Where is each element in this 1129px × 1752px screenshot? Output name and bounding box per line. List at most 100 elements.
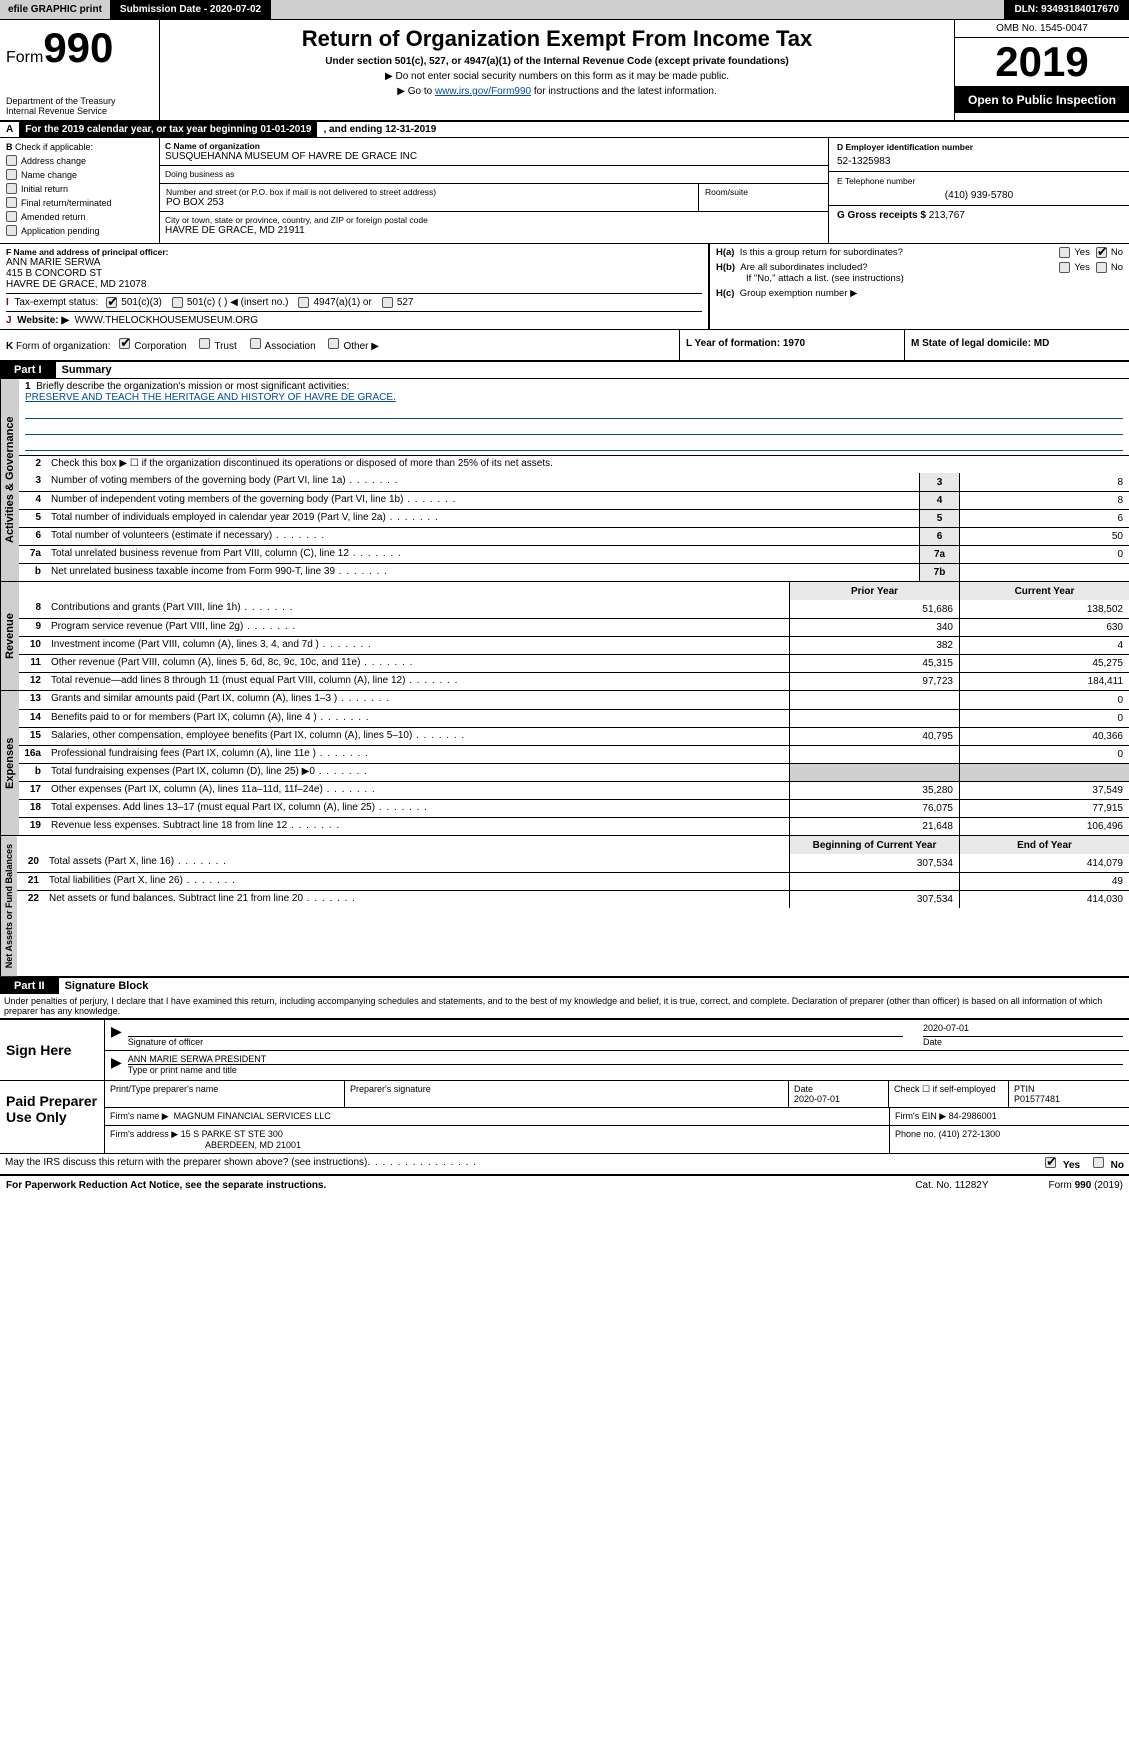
irs-link[interactable]: www.irs.gov/Form990 bbox=[435, 86, 531, 97]
section-c: C Name of organization SUSQUEHANNA MUSEU… bbox=[160, 138, 828, 166]
col-beginning-year: Beginning of Current Year bbox=[789, 836, 959, 854]
tab-revenue: Revenue bbox=[0, 582, 19, 690]
department: Department of the Treasury Internal Reve… bbox=[6, 96, 153, 116]
checkbox[interactable] bbox=[6, 169, 17, 180]
checkbox-501c[interactable] bbox=[172, 297, 183, 308]
officer-name: ANN MARIE SERWA bbox=[6, 257, 702, 268]
summary-line: 19Revenue less expenses. Subtract line 1… bbox=[19, 817, 1129, 835]
section-b: B Check if applicable: Address changeNam… bbox=[0, 138, 160, 243]
summary-line: 15Salaries, other compensation, employee… bbox=[19, 727, 1129, 745]
omb-number: OMB No. 1545-0047 bbox=[955, 20, 1129, 38]
check-item: Amended return bbox=[6, 211, 153, 222]
summary-line: 12Total revenue—add lines 8 through 11 (… bbox=[19, 672, 1129, 690]
self-employed-col: Check ☐ if self-employed bbox=[889, 1081, 1009, 1107]
summary-line: 21Total liabilities (Part X, line 26)49 bbox=[17, 872, 1129, 890]
k-other[interactable] bbox=[328, 338, 339, 349]
k-assoc[interactable] bbox=[250, 338, 261, 349]
checkbox-501c3[interactable] bbox=[106, 297, 117, 308]
phone: (410) 939-5780 bbox=[837, 190, 1121, 201]
discuss-yes[interactable] bbox=[1045, 1157, 1056, 1168]
summary-line: 18Total expenses. Add lines 13–17 (must … bbox=[19, 799, 1129, 817]
website: WWW.THELOCKHOUSEMUSEUM.ORG bbox=[75, 315, 258, 326]
summary-line: 7aTotal unrelated business revenue from … bbox=[19, 545, 1129, 563]
checkbox[interactable] bbox=[6, 197, 17, 208]
summary-line: 5Total number of individuals employed in… bbox=[19, 509, 1129, 527]
part1-header: Part I Summary bbox=[0, 362, 1129, 378]
summary-line: 3Number of voting members of the governi… bbox=[19, 473, 1129, 491]
page-footer: For Paperwork Reduction Act Notice, see … bbox=[0, 1175, 1129, 1195]
summary-line: 8Contributions and grants (Part VIII, li… bbox=[19, 600, 1129, 618]
officer-name-title: ANN MARIE SERWA PRESIDENT bbox=[128, 1054, 1123, 1065]
street-address: Number and street (or P.O. box if mail i… bbox=[160, 184, 698, 211]
summary-line: 20Total assets (Part X, line 16)307,5344… bbox=[17, 854, 1129, 872]
city-state-zip: City or town, state or province, country… bbox=[160, 212, 828, 239]
check-item: Final return/terminated bbox=[6, 197, 153, 208]
col-end-year: End of Year bbox=[959, 836, 1129, 854]
k-trust[interactable] bbox=[199, 338, 210, 349]
top-bar: efile GRAPHIC print Submission Date - 20… bbox=[0, 0, 1129, 20]
preparer-name-col: Print/Type preparer's name bbox=[105, 1081, 345, 1107]
tax-year: 2019 bbox=[955, 38, 1129, 87]
gross-receipts: 213,767 bbox=[929, 210, 965, 221]
form-title: Return of Organization Exempt From Incom… bbox=[168, 26, 946, 52]
preparer-date-col: Date2020-07-01 bbox=[789, 1081, 889, 1107]
mission-text[interactable]: PRESERVE AND TEACH THE HERITAGE AND HIST… bbox=[25, 392, 396, 403]
check-item: Application pending bbox=[6, 225, 153, 236]
form-header: Form990 Department of the Treasury Inter… bbox=[0, 20, 1129, 122]
goto-note: ▶ Go to www.irs.gov/Form990 for instruct… bbox=[168, 86, 946, 97]
open-to-public: Open to Public Inspection bbox=[955, 87, 1129, 113]
firm-ein: Firm's EIN ▶ 84-2986001 bbox=[889, 1108, 1129, 1125]
hb-yes[interactable] bbox=[1059, 262, 1070, 273]
ha-no[interactable] bbox=[1096, 247, 1107, 258]
summary-line: bNet unrelated business taxable income f… bbox=[19, 563, 1129, 581]
state-domicile: M State of legal domicile: MD bbox=[904, 330, 1129, 360]
firm-address-row: Firm's address ▶ 15 S PARKE ST STE 300 A… bbox=[105, 1126, 889, 1153]
summary-line: 16aProfessional fundraising fees (Part I… bbox=[19, 745, 1129, 763]
summary-line: 13Grants and similar amounts paid (Part … bbox=[19, 691, 1129, 709]
check-item: Address change bbox=[6, 155, 153, 166]
checkbox-527[interactable] bbox=[382, 297, 393, 308]
ptin-col: PTINP01577481 bbox=[1009, 1081, 1129, 1107]
right-identity-col: D Employer identification number 52-1325… bbox=[829, 138, 1129, 243]
dln: DLN: 93493184017670 bbox=[1004, 0, 1129, 19]
summary-line: 10Investment income (Part VIII, column (… bbox=[19, 636, 1129, 654]
efile-label: efile GRAPHIC print bbox=[0, 0, 110, 19]
tax-year-range: For the 2019 calendar year, or tax year … bbox=[19, 122, 317, 137]
sign-here-label: Sign Here bbox=[0, 1020, 105, 1080]
discuss-no[interactable] bbox=[1093, 1157, 1104, 1168]
form-number: Form990 bbox=[6, 24, 153, 72]
tab-activities-governance: Activities & Governance bbox=[0, 379, 19, 581]
ein: 52-1325983 bbox=[837, 156, 1121, 167]
ssn-note: ▶ Do not enter social security numbers o… bbox=[168, 71, 946, 82]
summary-line: 11Other revenue (Part VIII, column (A), … bbox=[19, 654, 1129, 672]
checkbox[interactable] bbox=[6, 183, 17, 194]
officer-group-block: F Name and address of principal officer:… bbox=[0, 244, 1129, 330]
checkbox[interactable] bbox=[6, 211, 17, 222]
check-item: Initial return bbox=[6, 183, 153, 194]
checkbox[interactable] bbox=[6, 155, 17, 166]
firm-name-row: Firm's name ▶ MAGNUM FINANCIAL SERVICES … bbox=[105, 1108, 889, 1125]
summary-line: 6Total number of volunteers (estimate if… bbox=[19, 527, 1129, 545]
k-corp[interactable] bbox=[119, 338, 130, 349]
firm-phone: Phone no. (410) 272-1300 bbox=[889, 1126, 1129, 1153]
summary-line: 22Net assets or fund balances. Subtract … bbox=[17, 890, 1129, 908]
part2-header: Part II Signature Block bbox=[0, 978, 1129, 994]
mission-line: 1 Briefly describe the organization's mi… bbox=[19, 379, 1129, 455]
hb-no[interactable] bbox=[1096, 262, 1107, 273]
klm-row: K Form of organization: Corporation Trus… bbox=[0, 330, 1129, 362]
summary-line: 4Number of independent voting members of… bbox=[19, 491, 1129, 509]
submission-date: Submission Date - 2020-07-02 bbox=[110, 0, 271, 19]
summary-line: 9Program service revenue (Part VIII, lin… bbox=[19, 618, 1129, 636]
checkbox[interactable] bbox=[6, 225, 17, 236]
preparer-sig-col: Preparer's signature bbox=[345, 1081, 789, 1107]
may-irs-discuss: May the IRS discuss this return with the… bbox=[0, 1154, 1129, 1175]
form-subtitle: Under section 501(c), 527, or 4947(a)(1)… bbox=[168, 56, 946, 67]
checkbox-4947[interactable] bbox=[298, 297, 309, 308]
col-current-year: Current Year bbox=[959, 582, 1129, 600]
ha-yes[interactable] bbox=[1059, 247, 1070, 258]
year-formation: L Year of formation: 1970 bbox=[679, 330, 904, 360]
penalty-statement: Under penalties of perjury, I declare th… bbox=[0, 994, 1129, 1018]
check-item: Name change bbox=[6, 169, 153, 180]
tab-expenses: Expenses bbox=[0, 691, 19, 835]
paid-preparer-label: Paid Preparer Use Only bbox=[0, 1081, 105, 1153]
